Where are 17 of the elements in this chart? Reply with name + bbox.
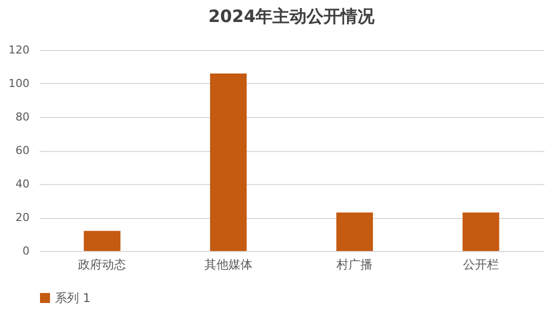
bar [210, 73, 247, 251]
y-tick-label: 100 [8, 77, 30, 90]
bar [84, 230, 120, 251]
legend-label: 系列 1 [55, 291, 90, 305]
bar [462, 212, 500, 251]
x-tick-label: 其他媒体 [204, 258, 252, 272]
y-tick-label: 120 [8, 44, 30, 56]
x-tick-label: 公开栏 [462, 258, 499, 272]
chart-title: 2024年主动公开情况 [208, 7, 376, 27]
y-tick-label: 20 [16, 211, 30, 224]
y-tick-label: 0 [22, 244, 30, 258]
y-tick-label: 40 [16, 178, 30, 190]
x-tick-label: 村广播 [336, 258, 373, 272]
x-tick-label: 政府动态 [78, 258, 126, 272]
y-tick-label: 60 [16, 144, 30, 157]
y-tick-label: 80 [16, 110, 30, 124]
bar [336, 212, 373, 251]
